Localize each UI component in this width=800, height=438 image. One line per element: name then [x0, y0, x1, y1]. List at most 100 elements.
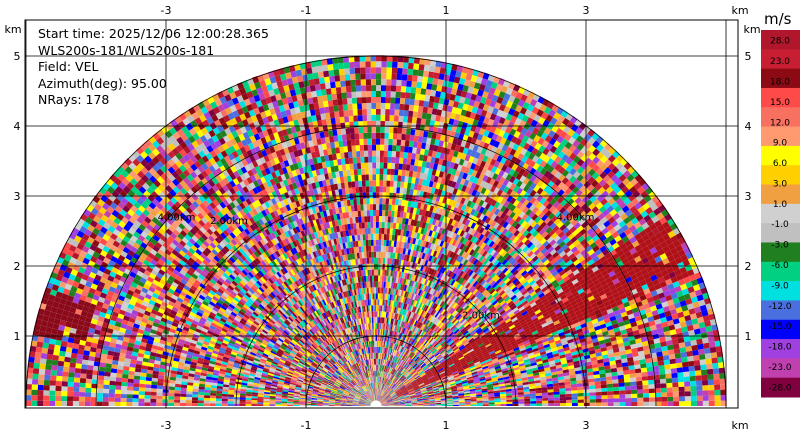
velocity-gate: [691, 279, 699, 287]
velocity-gate: [476, 402, 483, 405]
velocity-gate: [608, 270, 616, 278]
velocity-gate: [585, 279, 593, 286]
velocity-gate: [433, 372, 440, 377]
velocity-gate: [432, 387, 439, 391]
velocity-gate: [561, 363, 568, 368]
velocity-gate: [583, 351, 590, 357]
velocity-gate: [696, 400, 703, 406]
velocity-gate: [486, 380, 493, 384]
velocity-gate: [708, 395, 715, 401]
velocity-gate: [422, 396, 429, 398]
velocity-gate: [664, 250, 673, 258]
velocity-gate: [549, 325, 556, 331]
velocity-gate: [447, 404, 453, 406]
velocity-gate: [480, 346, 487, 351]
velocity-gate: [597, 276, 606, 283]
velocity-gate: [581, 326, 589, 332]
velocity-gate: [502, 372, 509, 376]
velocity-gate: [461, 363, 468, 367]
velocity-gate: [410, 397, 417, 400]
velocity-gate: [450, 385, 457, 388]
velocity-gate: [387, 402, 394, 404]
velocity-gate: [446, 394, 453, 396]
velocity-gate: [397, 393, 403, 396]
velocity-gate: [399, 404, 406, 406]
velocity-gate: [506, 395, 513, 398]
velocity-gate: [446, 398, 453, 401]
velocity-gate: [449, 382, 456, 386]
velocity-gate: [609, 284, 617, 291]
velocity-gate: [665, 294, 673, 302]
velocity-gate: [508, 335, 515, 341]
velocity-gate: [660, 392, 668, 397]
velocity-gate: [482, 400, 489, 403]
velocity-gate: [589, 399, 596, 403]
velocity-gate: [558, 379, 565, 383]
velocity-gate: [577, 352, 584, 358]
velocity-gate: [591, 360, 598, 365]
velocity-gate: [515, 353, 522, 358]
velocity-gate: [652, 365, 659, 371]
velocity-gate: [625, 398, 632, 403]
velocity-gate: [393, 400, 399, 402]
velocity-gate: [667, 242, 676, 251]
velocity-gate: [381, 403, 388, 405]
velocity-gate: [642, 245, 650, 253]
velocity-gate: [640, 268, 649, 276]
velocity-gate: [597, 359, 604, 364]
velocity-gate: [515, 373, 522, 378]
velocity-gate: [476, 392, 483, 395]
velocity-gate: [501, 367, 508, 372]
velocity-gate: [577, 389, 584, 394]
velocity-gate: [585, 361, 592, 366]
velocity-gate: [500, 393, 507, 397]
velocity-gate: [499, 345, 506, 350]
velocity-gate: [464, 392, 471, 395]
velocity-gate: [574, 370, 582, 375]
velocity-gate: [425, 384, 432, 388]
velocity-gate: [600, 384, 607, 389]
velocity-gate: [694, 365, 701, 371]
velocity-gate: [546, 319, 554, 326]
velocity-gate: [556, 370, 564, 375]
velocity-gate: [655, 303, 663, 310]
velocity-gate: [635, 376, 643, 382]
velocity-gate: [463, 391, 470, 394]
velocity-gate: [566, 321, 574, 327]
velocity-gate: [649, 392, 656, 398]
velocity-gate: [601, 297, 609, 304]
velocity-gate: [637, 401, 644, 406]
velocity-gate: [472, 358, 479, 363]
velocity-gate: [381, 404, 388, 406]
velocity-gate: [502, 374, 510, 378]
velocity-gate: [556, 300, 564, 306]
velocity-gate: [461, 361, 468, 366]
velocity-gate: [587, 295, 595, 302]
velocity-gate: [387, 403, 394, 405]
velocity-gate: [523, 386, 530, 390]
velocity-gate: [587, 308, 595, 314]
velocity-gate: [657, 360, 665, 366]
velocity-gate: [540, 353, 548, 358]
velocity-gate: [650, 305, 658, 312]
velocity-gate: [683, 371, 690, 377]
velocity-gate: [661, 345, 668, 352]
velocity-gate: [426, 387, 433, 391]
velocity-gate: [652, 251, 660, 259]
velocity-gate: [386, 397, 392, 401]
velocity-gate: [623, 287, 631, 294]
velocity-gate: [550, 344, 557, 350]
velocity-gate: [687, 355, 694, 362]
velocity-gate: [564, 349, 571, 355]
velocity-gate: [535, 393, 542, 396]
velocity-gate: [531, 345, 538, 350]
velocity-gate: [542, 359, 549, 364]
velocity-gate: [539, 376, 547, 380]
velocity-gate: [524, 327, 531, 333]
velocity-gate: [422, 396, 429, 399]
velocity-gate: [552, 382, 559, 387]
velocity-gate: [451, 390, 458, 393]
velocity-gate: [381, 400, 387, 404]
velocity-gate: [457, 386, 464, 390]
velocity-gate: [572, 291, 579, 298]
